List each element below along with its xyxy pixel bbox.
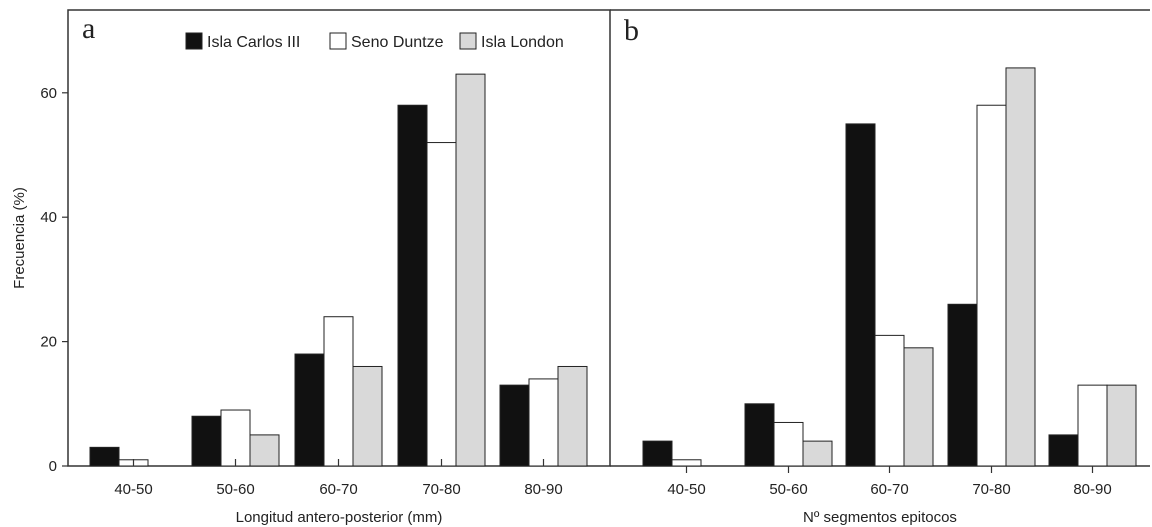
bar-a-isla-london-60-70: [352, 365, 383, 467]
bar-a-seno-duntze-80-90: [528, 378, 559, 467]
panel-b-bars: [642, 67, 1137, 467]
legend-swatch-isla-london: [459, 32, 477, 50]
bar-b-isla-carlos-80-90: [1048, 434, 1079, 467]
legend-swatch-seno-duntze: [329, 32, 347, 50]
bar-a-isla-carlos-70-80: [397, 104, 428, 467]
y-tick-label: 40: [40, 209, 57, 226]
bar-b-isla-carlos-60-70: [845, 123, 876, 467]
legend-label-isla-carlos: Isla Carlos III: [207, 34, 300, 51]
legend-item-isla-carlos: Isla Carlos III: [185, 32, 300, 51]
y-tick-label: 20: [40, 334, 57, 351]
x-tick-label-b: 40-50: [667, 481, 705, 498]
panel-a-yticks: 0 20 40 60: [40, 85, 68, 475]
x-tick-label-a: 70-80: [422, 481, 460, 498]
legend-label-seno-duntze: Seno Duntze: [351, 34, 444, 51]
bar-a-isla-london-80-90: [557, 365, 588, 467]
bar-a-isla-carlos-80-90: [499, 384, 530, 467]
bar-b-seno-duntze-60-70: [874, 334, 905, 467]
bar-a-isla-carlos-40-50: [89, 446, 120, 467]
panel-b: b 40-50 50-60 60-70 70-80 80-90 Nº segmentos…: [610, 9, 1150, 526]
panel-a-xticks: 40-50 50-60 60-70 70-80 80-90: [114, 459, 563, 498]
bar-b-isla-carlos-50-60: [744, 403, 775, 467]
panel-b-x-axis-title: Nº segmentos epitocos: [803, 509, 957, 526]
bar-a-seno-duntze-70-80: [426, 142, 457, 467]
panel-b-xticks: 40-50 50-60 60-70 70-80 80-90: [667, 466, 1112, 498]
x-tick-label-b: 60-70: [870, 481, 908, 498]
x-tick-label-b: 50-60: [769, 481, 807, 498]
legend-item-isla-london: Isla London: [459, 32, 564, 51]
bar-a-isla-carlos-60-70: [294, 353, 325, 467]
x-tick-label-b: 70-80: [972, 481, 1010, 498]
bar-b-isla-london-70-80: [1005, 67, 1036, 467]
x-tick-label-a: 60-70: [319, 481, 357, 498]
legend-item-seno-duntze: Seno Duntze: [329, 32, 444, 51]
panel-a-letter: a: [82, 12, 95, 45]
bar-b-seno-duntze-50-60: [773, 421, 804, 467]
bar-b-isla-london-50-60: [802, 440, 833, 467]
bar-a-isla-london-70-80: [455, 73, 486, 467]
panel-a-bars: [89, 73, 588, 467]
x-tick-label-b: 80-90: [1073, 481, 1111, 498]
panel-a: a 0 20 40 60 40-50 50-60 60-70 70-80 80-90 Long…: [40, 9, 611, 526]
y-tick-label: 60: [40, 85, 57, 102]
panel-a-x-axis-title: Longitud antero-posterior (mm): [236, 509, 443, 526]
bar-a-seno-duntze-60-70: [323, 316, 354, 467]
bar-b-isla-london-80-90: [1106, 384, 1137, 467]
bar-a-seno-duntze-50-60: [220, 409, 251, 467]
panel-b-letter: b: [624, 14, 639, 47]
y-tick-label: 0: [49, 458, 57, 475]
bar-b-isla-carlos-40-50: [642, 440, 673, 467]
legend-label-isla-london: Isla London: [481, 34, 564, 51]
bar-b-isla-carlos-70-80: [947, 303, 978, 467]
legend-swatch-isla-carlos: [185, 32, 203, 50]
x-tick-label-a: 50-60: [216, 481, 254, 498]
bar-b-seno-duntze-40-50: [671, 459, 702, 467]
x-tick-label-a: 80-90: [524, 481, 562, 498]
bar-b-seno-duntze-80-90: [1077, 384, 1108, 467]
y-axis-title: Frecuencia (%): [11, 187, 28, 289]
bar-a-isla-london-50-60: [249, 434, 280, 467]
bar-b-isla-london-60-70: [903, 347, 934, 467]
legend: Isla Carlos III Seno Duntze Isla London: [185, 32, 564, 51]
bar-b-seno-duntze-70-80: [976, 104, 1007, 467]
x-tick-label-a: 40-50: [114, 481, 152, 498]
bar-a-isla-carlos-50-60: [191, 415, 222, 467]
